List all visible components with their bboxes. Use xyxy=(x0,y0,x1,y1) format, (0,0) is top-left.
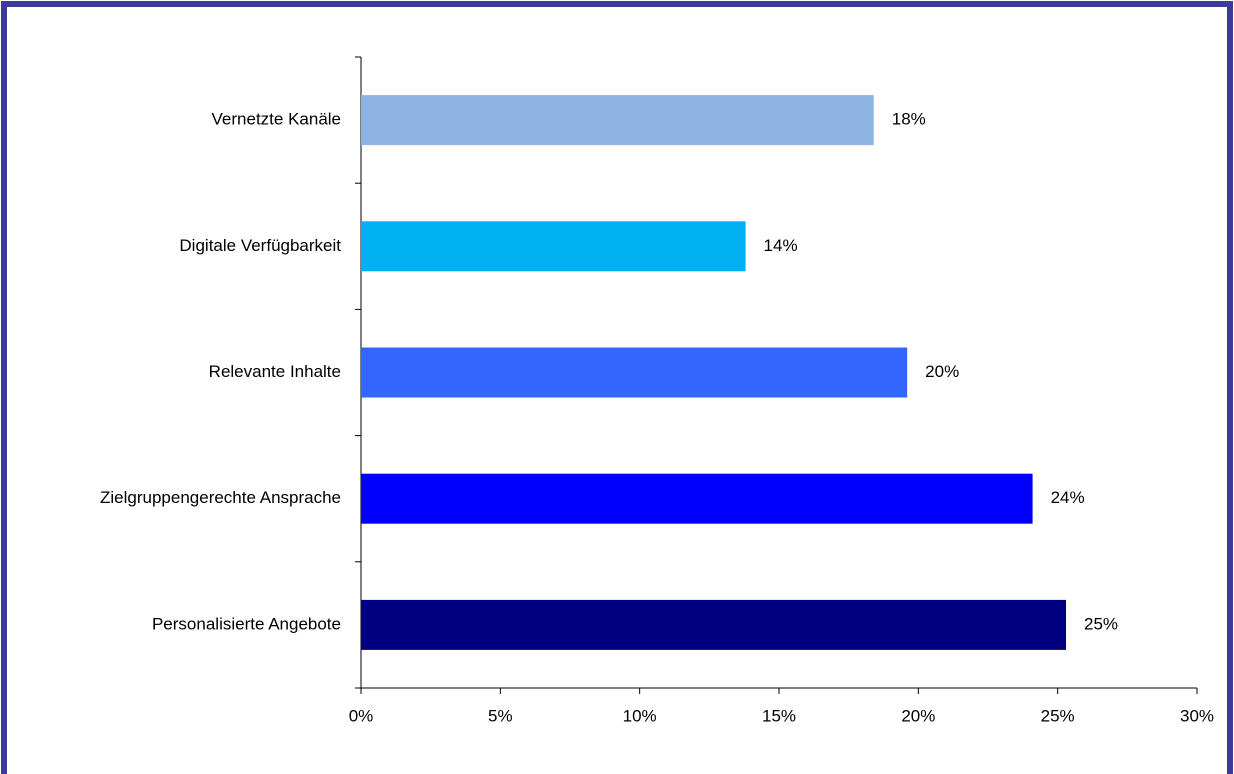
y-tick-label: Personalisierte Angebote xyxy=(152,614,341,633)
y-tick-label: Relevante Inhalte xyxy=(209,362,341,381)
value-label: 18% xyxy=(892,110,926,129)
x-tick-label: 0% xyxy=(349,706,374,725)
value-label: 24% xyxy=(1051,488,1085,507)
x-tick-label: 20% xyxy=(901,706,935,725)
y-tick-label: Vernetzte Kanäle xyxy=(212,110,341,129)
x-tick-label: 10% xyxy=(623,706,657,725)
value-label: 20% xyxy=(925,362,959,381)
value-label: 25% xyxy=(1084,614,1118,633)
bar xyxy=(361,473,1033,524)
x-tick-label: 5% xyxy=(488,706,513,725)
bar xyxy=(361,347,908,398)
bar xyxy=(361,221,746,272)
value-label: 14% xyxy=(764,236,798,255)
y-tick-label: Digitale Verfügbarkeit xyxy=(179,236,341,255)
x-tick-label: 15% xyxy=(762,706,796,725)
x-tick-label: 30% xyxy=(1180,706,1214,725)
bar xyxy=(361,95,874,146)
x-tick-label: 25% xyxy=(1041,706,1075,725)
bar xyxy=(361,599,1067,650)
y-tick-label: Zielgruppengerechte Ansprache xyxy=(100,488,341,507)
